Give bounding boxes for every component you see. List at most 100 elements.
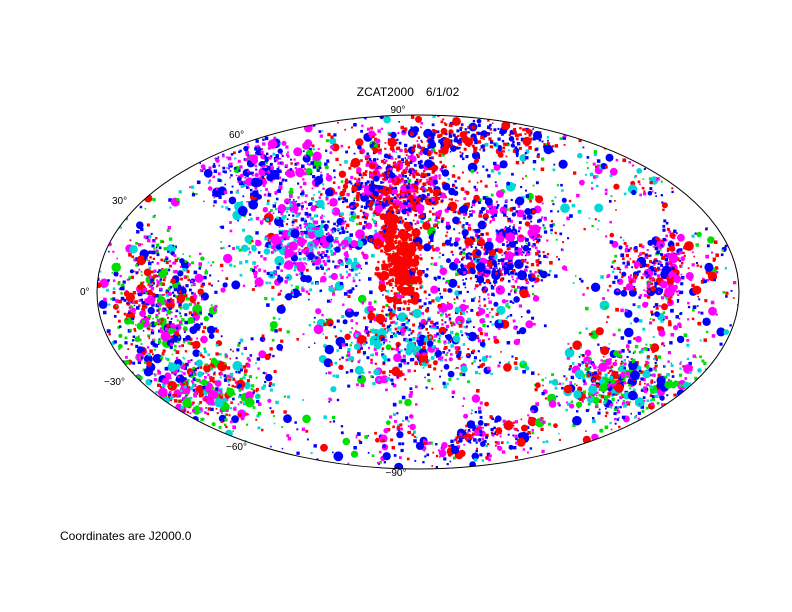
galaxy-point [168,237,173,241]
galaxy-point [286,330,290,334]
galaxy-point [313,321,315,323]
galaxy-point [415,403,418,406]
galaxy-point [364,216,368,220]
galaxy-point [147,327,151,331]
galaxy-point [299,224,302,227]
galaxy-point [688,382,692,385]
galaxy-point [170,317,173,320]
galaxy-point [382,197,385,200]
galaxy-point [288,214,291,217]
galaxy-point [308,203,311,206]
galaxy-point [421,172,425,176]
galaxy-point [166,313,168,316]
galaxy-point [440,369,443,372]
galaxy-point [497,364,501,368]
galaxy-point [665,234,668,238]
galaxy-point [397,276,405,284]
galaxy-point [357,360,361,364]
galaxy-point [164,268,167,272]
galaxy-point [281,447,284,450]
galaxy-point [308,147,312,151]
galaxy-point [210,284,213,287]
galaxy-point [374,224,378,227]
galaxy-point [399,370,403,374]
galaxy-point [173,254,177,258]
galaxy-point [480,206,486,212]
galaxy-point [287,437,292,441]
galaxy-point [304,275,313,283]
galaxy-point [333,252,337,256]
galaxy-point [187,359,191,363]
galaxy-point [220,247,223,250]
galaxy-point [377,260,380,264]
galaxy-point [654,192,657,194]
galaxy-point [310,217,314,221]
galaxy-point [497,341,500,344]
galaxy-point [287,234,289,237]
galaxy-point [176,340,180,344]
galaxy-point [99,270,102,273]
galaxy-point [203,347,206,350]
galaxy-point [438,337,441,340]
galaxy-point [155,243,160,247]
galaxy-point [409,161,413,164]
galaxy-point [631,164,635,167]
galaxy-point [189,396,193,400]
galaxy-point [152,282,156,285]
galaxy-point [376,158,379,161]
galaxy-point [372,213,376,217]
galaxy-point [136,221,144,229]
galaxy-point [666,247,670,251]
galaxy-point [198,293,202,297]
galaxy-point [306,258,310,262]
galaxy-point [204,398,207,401]
galaxy-point [224,418,228,422]
galaxy-point [258,146,261,149]
galaxy-point [517,285,521,289]
galaxy-point [526,261,529,264]
galaxy-point [703,361,707,365]
galaxy-point [397,220,402,224]
galaxy-point [166,323,170,327]
galaxy-point [409,198,412,202]
galaxy-point [119,325,122,328]
galaxy-point [400,359,404,363]
galaxy-point [323,415,327,419]
galaxy-point [170,377,172,380]
galaxy-point [153,348,156,351]
galaxy-point [386,296,394,304]
galaxy-point [186,394,189,396]
galaxy-point [382,370,386,375]
galaxy-point [364,155,368,158]
galaxy-point [458,324,463,328]
galaxy-point [139,292,143,296]
galaxy-point [437,221,440,224]
galaxy-point [256,357,261,361]
galaxy-point [327,220,330,223]
galaxy-point [604,425,609,430]
galaxy-point [316,282,319,285]
galaxy-point [522,244,530,252]
galaxy-point [707,236,715,244]
galaxy-point [461,334,464,337]
galaxy-point [525,320,534,329]
galaxy-point [134,336,141,343]
galaxy-point [362,172,367,176]
galaxy-point [455,350,459,355]
galaxy-point [470,259,474,263]
galaxy-point [140,282,144,286]
galaxy-point [146,317,150,321]
galaxy-point [416,352,420,356]
galaxy-point [337,260,341,264]
galaxy-point [464,190,467,193]
galaxy-point [152,317,154,320]
galaxy-point [443,457,447,461]
galaxy-point [474,229,478,233]
galaxy-point [378,283,387,292]
galaxy-point [173,294,176,297]
galaxy-point [621,361,624,364]
galaxy-point [185,284,189,288]
galaxy-point [276,216,279,220]
galaxy-point [474,287,476,290]
galaxy-point [182,285,185,288]
